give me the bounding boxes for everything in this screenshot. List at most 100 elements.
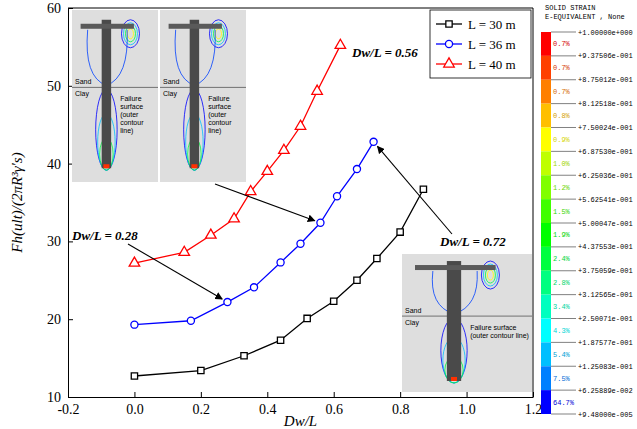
color-bar-percent: 0.7% [553,88,571,96]
color-bar-label: +3.75059e-001 [578,267,633,275]
color-bar-cell [541,366,551,390]
y-tick-label: 40 [47,157,61,172]
x-tick-mark [134,392,135,397]
layer-boundary [402,316,532,317]
data-point [333,193,340,200]
color-bar-percent: 2.4% [553,255,571,263]
color-bar-percent: 0.9% [553,136,571,144]
x-tick-mark [201,392,202,397]
inset-label: Failuresurface(outercontourline) [208,95,232,135]
text-line: line) [120,127,133,135]
color-bar-tick [551,175,576,176]
text-line: surface [120,103,143,110]
data-point [179,246,190,255]
data-point [277,259,284,266]
series-line [134,142,373,325]
color-bar-percent: 1.9% [553,231,571,239]
y-axis: 102030405060 [47,1,73,405]
legend-label: L = 40 m [468,57,516,72]
color-bar-cell [541,151,551,175]
inset-background [160,10,246,182]
inset: SandClayFailure surface(outer contour li… [402,254,532,392]
color-bar-cell [541,127,551,151]
color-bar-tick [551,103,576,104]
contour-peak [103,164,109,168]
text-line: Failure surface [470,324,516,331]
color-bar-cell [541,104,551,128]
color-bar-label: +3.12565e-001 [578,291,633,299]
chart: -0.20.00.20.40.60.81.01.2102030405060Dw/… [0,0,637,429]
x-tick-label: 0.2 [193,402,211,417]
inset-label: Clay [75,90,90,98]
annotation-arrow [215,184,315,221]
color-bar-tick [551,199,576,200]
color-bar-cell [541,199,551,223]
color-bar-tick [551,246,576,247]
color-bar-tick [551,342,576,343]
data-point [335,39,346,48]
inset-label: Clay [405,319,420,327]
x-tick-label: 0.6 [325,402,343,417]
color-bar-tick [551,414,576,415]
y-tick-mark [68,397,73,398]
y-tick: 50 [47,79,73,94]
color-bar-percent: 0.8% [553,112,571,120]
x-tick-label: 0.4 [259,402,277,417]
contour-line [127,29,133,39]
data-point [397,229,403,235]
x-tick: 0.6 [325,392,343,417]
color-bar-cell [541,32,551,56]
y-tick: 30 [47,234,73,249]
series-line [134,189,423,376]
annotation-arrow [128,244,222,299]
inset-label: Sand [75,78,91,85]
inset-label: Failuresurface(outercontourline) [120,95,144,135]
pile-cap [81,24,134,29]
color-bar-label: +1.00000e+000 [578,29,633,37]
color-bar-label: +1.87577e-001 [578,339,633,347]
data-point [353,165,360,172]
color-bar-cell [541,271,551,295]
legend-marker [446,21,452,27]
y-tick-label: 30 [47,234,61,249]
x-tick-label: 1.2 [525,402,543,417]
color-bar-label: +7.50024e-001 [578,124,633,132]
data-point [374,255,380,261]
color-bar-cell [541,390,551,414]
text-line: surface [208,103,231,110]
contour-legend-title: SOLID STRAIN [545,4,595,12]
data-point [317,219,324,226]
data-point [354,277,360,283]
data-point [297,240,304,247]
color-bar-label: +9.48000e-005 [578,411,633,419]
color-bar-cell [541,247,551,271]
y-tick: 40 [47,157,73,172]
annotation-label: Dw/L = 0.56 [351,45,418,60]
inset-label: Failure surface(outer contour line) [470,324,529,340]
layer-boundary [160,87,246,88]
color-bar-percent: 5.4% [553,351,571,359]
x-axis-title: Dw/L [283,413,317,429]
text-line: (outer [120,111,139,119]
color-bar-cell [541,223,551,247]
color-bar-cell [541,80,551,104]
contour-peak [191,164,197,168]
data-point [250,284,257,291]
legend: L = 30 mL = 36 mL = 40 m [430,10,531,78]
x-tick-mark [400,392,401,397]
x-tick-mark [467,392,468,397]
legend-label: L = 36 m [468,37,516,52]
color-bar-percent: 4.3% [553,327,571,335]
x-tick: 1.0 [458,392,476,417]
color-bar-label: +2.50071e-001 [578,315,633,323]
data-point [198,367,204,373]
color-bar-label: +6.25889e-002 [578,387,633,395]
series-line [134,45,340,263]
color-bar-percent: 1.5% [553,208,571,216]
data-point [131,373,137,379]
x-axis-line [69,397,534,398]
color-bar-label: +8.12518e-001 [578,100,633,108]
contour-legend-title: E-EQUIVALENT , None [545,13,625,21]
data-point [131,321,138,328]
data-point [279,144,290,153]
